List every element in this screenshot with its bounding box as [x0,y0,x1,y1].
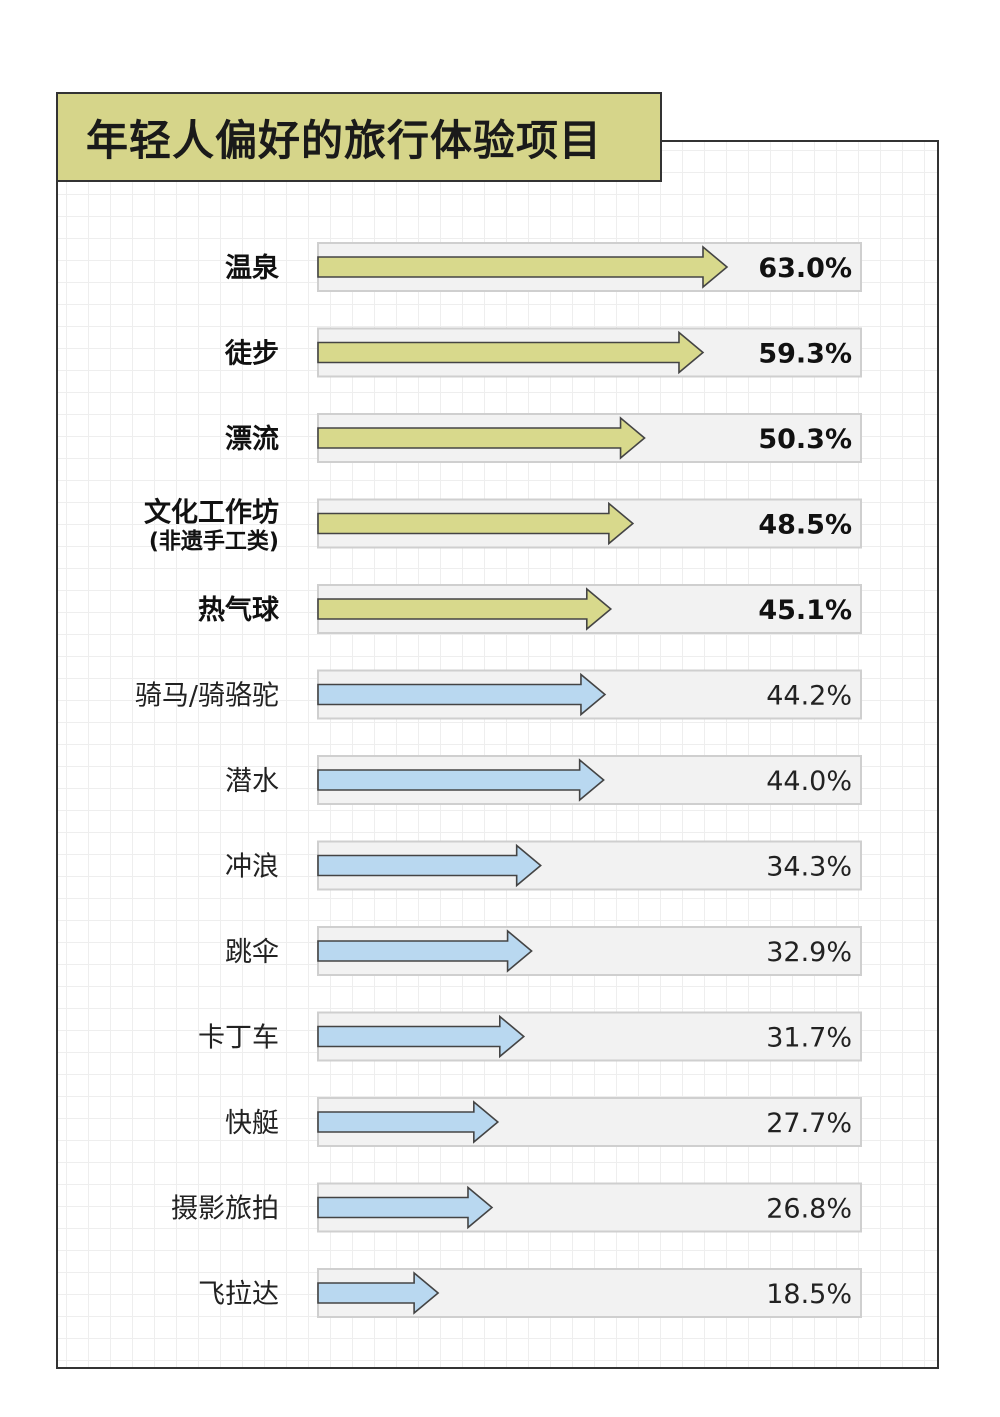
bar-arrow [317,501,635,546]
chart-title-box: 年轻人偏好的旅行体验项目 [56,92,662,182]
value-label: 63.0% [758,253,852,284]
value-label: 26.8% [766,1194,852,1225]
chart-title: 年轻人偏好的旅行体验项目 [86,115,603,165]
category-sublabel: (非遗手工类) [149,530,279,555]
bar-arrow [317,1100,500,1144]
category-label: 跳伞 [225,937,279,968]
category-label: 文化工作坊 [144,497,279,529]
category-label: 徒步 [224,339,279,370]
category-label: 潜水 [225,766,279,797]
bar-arrow [317,672,607,717]
value-label: 59.3% [758,339,852,370]
value-label: 34.3% [766,852,852,883]
category-label: 冲浪 [225,852,279,883]
bar-arrow [317,758,605,802]
category-label: 摄影旅拍 [171,1194,279,1225]
value-label: 48.5% [758,510,852,541]
value-label: 50.3% [758,424,852,455]
bar-arrow [317,1014,526,1059]
value-label: 32.9% [766,937,852,968]
value-label: 44.0% [766,766,852,797]
bar-arrow [317,843,542,888]
category-label: 骑马/骑骆驼 [135,681,279,712]
bar-arrow [317,587,613,631]
bar-arrow [317,929,533,973]
value-label: 31.7% [766,1023,852,1054]
category-label: 温泉 [225,252,280,284]
bar-arrow [317,1185,494,1230]
category-label: 热气球 [198,595,280,626]
category-label: 漂流 [225,424,279,455]
value-label: 45.1% [758,595,852,626]
value-label: 27.7% [766,1108,852,1139]
value-label: 44.2% [766,681,852,712]
category-label: 飞拉达 [198,1279,279,1310]
bar-arrow [317,1271,440,1315]
category-label: 快艇 [225,1108,279,1139]
value-label: 18.5% [766,1279,852,1310]
bar-arrow [317,245,729,289]
category-label: 卡丁车 [198,1023,279,1054]
bar-arrow [317,416,646,460]
bar-arrow [317,330,705,375]
